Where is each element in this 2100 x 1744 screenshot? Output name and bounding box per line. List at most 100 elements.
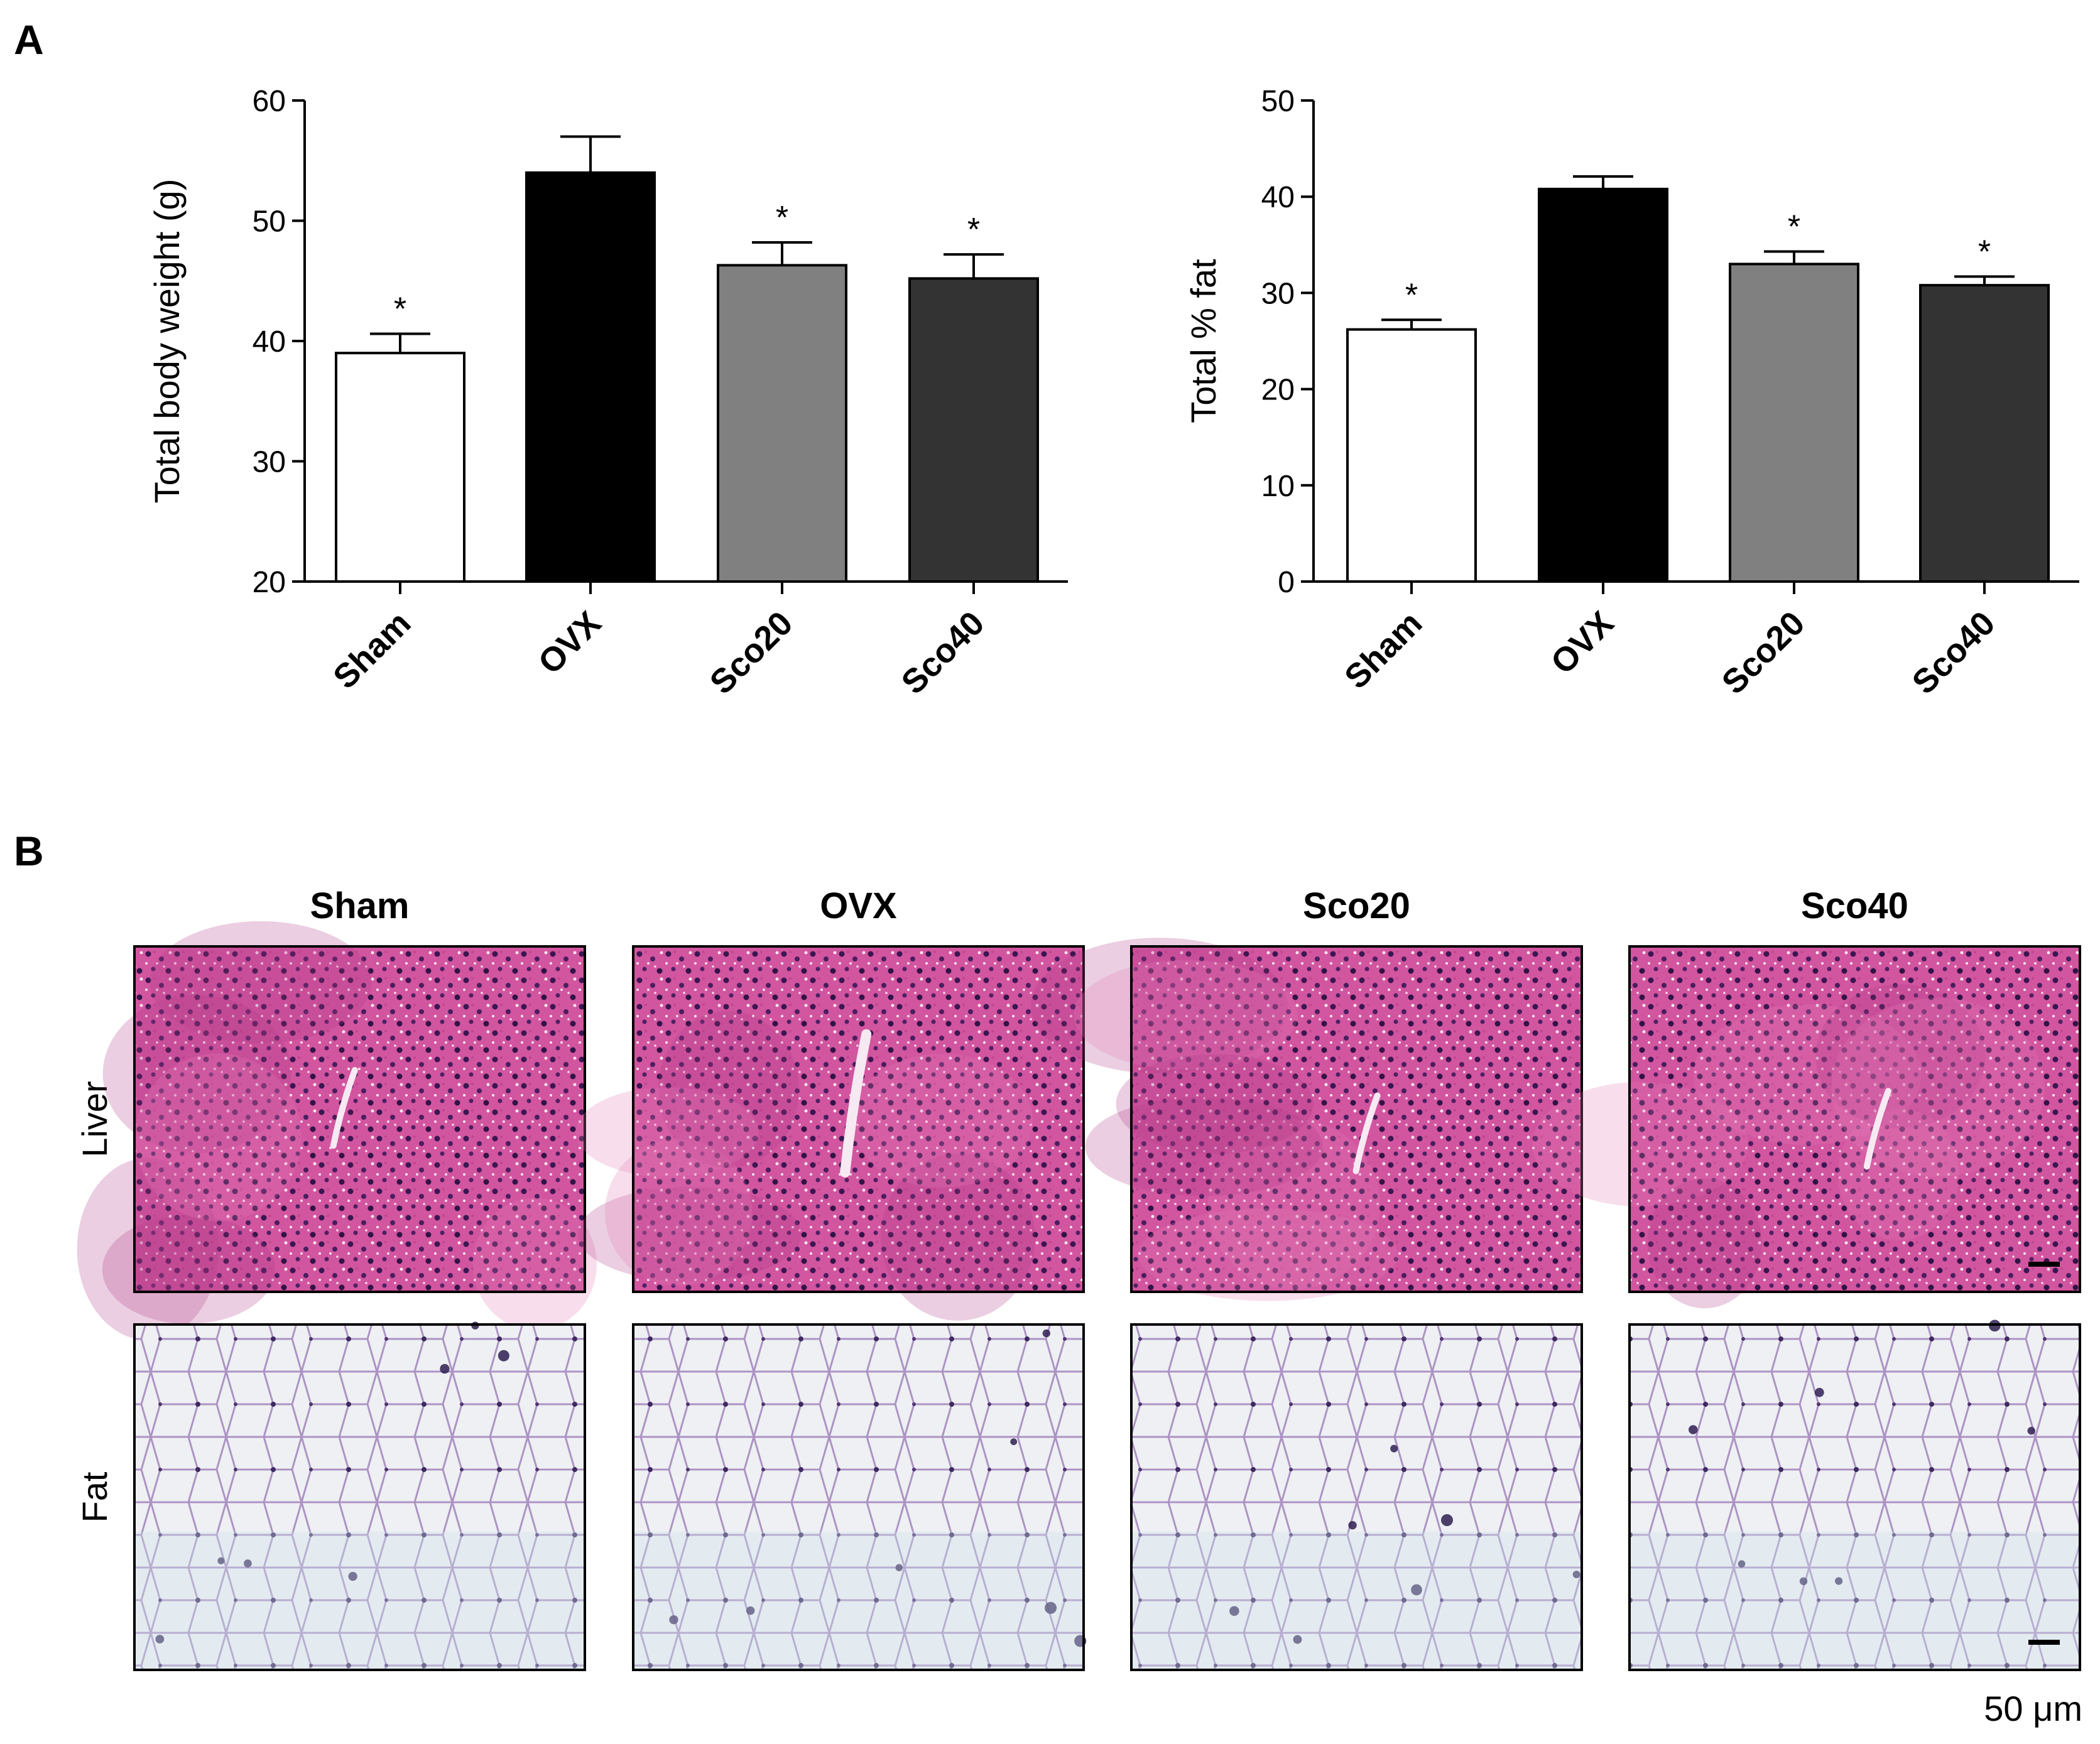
panel-label-b: B [14, 828, 44, 874]
stain-variation [1207, 1119, 1381, 1289]
stain-variation [473, 1198, 597, 1331]
panel-label-a: A [14, 16, 44, 63]
central-vein [1352, 1092, 1381, 1174]
liver-image-sco40 [1532, 945, 2081, 1309]
y-tick-label: 0 [1278, 566, 1295, 599]
stromal-nucleus [1293, 1635, 1302, 1644]
image-border [133, 1323, 586, 1671]
scale-bar-label: 50 μm [1984, 1689, 2082, 1728]
column-header-ovx: OVX [820, 886, 897, 926]
image-border [1130, 1323, 1583, 1671]
fat-image-ovx [632, 1323, 1087, 1671]
stain-variation [102, 995, 291, 1154]
image-border [632, 1323, 1085, 1671]
image-border [632, 945, 1085, 1293]
stain-variation [851, 1053, 1033, 1188]
tissue-texture [1629, 1324, 2080, 1670]
y-tick-label: 50 [253, 205, 286, 239]
tissue-texture [633, 1324, 1084, 1670]
y-tick-label: 40 [1261, 181, 1295, 214]
y-tick-label: 30 [253, 446, 286, 479]
stromal-nucleus [746, 1606, 755, 1615]
y-axis-title: Total % fat [1183, 259, 1223, 423]
stromal-nucleus [669, 1615, 678, 1625]
stain-variation [150, 921, 372, 1044]
column-header-sco40: Sco40 [1801, 886, 1908, 926]
x-tick-label: Sham [1337, 604, 1429, 696]
bar-sco20 [1729, 263, 1859, 583]
significance-marker: * [394, 291, 406, 328]
stromal-nucleus [348, 1571, 357, 1581]
histology-grid: Sham OVX Sco20 Sco40 Liver Fat [75, 886, 2081, 1671]
x-tick-label: Sham [326, 604, 418, 696]
significance-marker: * [967, 212, 980, 248]
stromal-nucleus [440, 1363, 450, 1374]
stain-variation [1532, 1081, 1748, 1207]
significance-marker: * [776, 200, 788, 236]
fat-image-sham [133, 1321, 586, 1671]
stain-variation [1837, 1108, 1959, 1240]
y-tick-label: 50 [1261, 85, 1295, 118]
stain-variation [1031, 938, 1288, 1074]
stain-variation [658, 1010, 799, 1168]
image-border [1130, 945, 1583, 1293]
stain-variation [1831, 997, 2045, 1177]
central-vein [840, 1029, 872, 1178]
liver-image-ovx [575, 945, 1085, 1321]
stain-variation [135, 1053, 302, 1221]
stromal-nucleus [1044, 1601, 1057, 1614]
x-tick-label: Sco40 [895, 604, 992, 701]
y-tick-label: 20 [1261, 374, 1295, 407]
stromal-nucleus [1572, 1570, 1580, 1578]
stromal-nucleus [1010, 1438, 1018, 1446]
stain-variation [1116, 1054, 1314, 1154]
column-header-sco20: Sco20 [1303, 886, 1410, 926]
stromal-nucleus [1814, 1387, 1824, 1397]
x-tick-label: OVX [1543, 604, 1621, 681]
stromal-nucleus [1229, 1606, 1239, 1617]
stromal-nucleus [244, 1559, 252, 1568]
y-tick-label: 40 [253, 325, 286, 359]
stromal-nucleus [1440, 1514, 1454, 1527]
stain-variation [77, 1157, 219, 1341]
stromal-nucleus [1411, 1584, 1422, 1596]
stain-variation [1138, 1208, 1398, 1301]
stain-variation [1815, 984, 1986, 1129]
bar-sco40 [1919, 284, 2050, 583]
stromal-nucleus [1348, 1520, 1357, 1530]
stromal-nucleus [1738, 1560, 1746, 1568]
stromal-nucleus [217, 1557, 225, 1564]
bar-ovx [1538, 187, 1668, 583]
stain-variation [1074, 960, 1298, 1070]
stain-variation [1647, 1178, 1762, 1309]
tissue-texture [1629, 946, 2080, 1292]
liver-image-sham [77, 921, 597, 1341]
y-tick-label: 20 [253, 566, 286, 599]
bar-sham [1346, 328, 1477, 583]
column-header-sham: Sham [310, 886, 410, 926]
background-tint [1629, 1532, 2080, 1670]
tissue-texture [633, 946, 1084, 1292]
significance-marker: * [1788, 209, 1800, 246]
image-border [1628, 945, 2081, 1293]
body-weight-chart: 20 30 40 50 60 Total body weight (g) * Sham OVX *… [147, 85, 1068, 701]
x-tick-label: OVX [531, 604, 608, 681]
row-header-liver: Liver [75, 1081, 114, 1157]
stromal-nucleus [1689, 1425, 1698, 1434]
stromal-nucleus [1834, 1577, 1843, 1585]
tissue-texture [1131, 1324, 1582, 1670]
y-tick-label: 60 [253, 85, 286, 118]
tissue-texture [134, 946, 585, 1292]
stromal-nucleus [2027, 1427, 2035, 1435]
central-vein [1863, 1088, 1891, 1170]
image-border [133, 945, 586, 1293]
stain-variation [1085, 1097, 1323, 1196]
y-tick-label: 10 [1261, 470, 1295, 503]
fat-percent-chart: 0 10 20 30 40 50 Total % fat * Sham OVX * Sco20 * Sco… [1183, 85, 2079, 701]
row-header-fat: Fat [75, 1471, 114, 1522]
scale-bar [2028, 1262, 2060, 1267]
stain-variation [880, 1153, 1035, 1321]
x-tick-label: Sco40 [1905, 604, 2003, 701]
stromal-nucleus [1390, 1444, 1398, 1453]
